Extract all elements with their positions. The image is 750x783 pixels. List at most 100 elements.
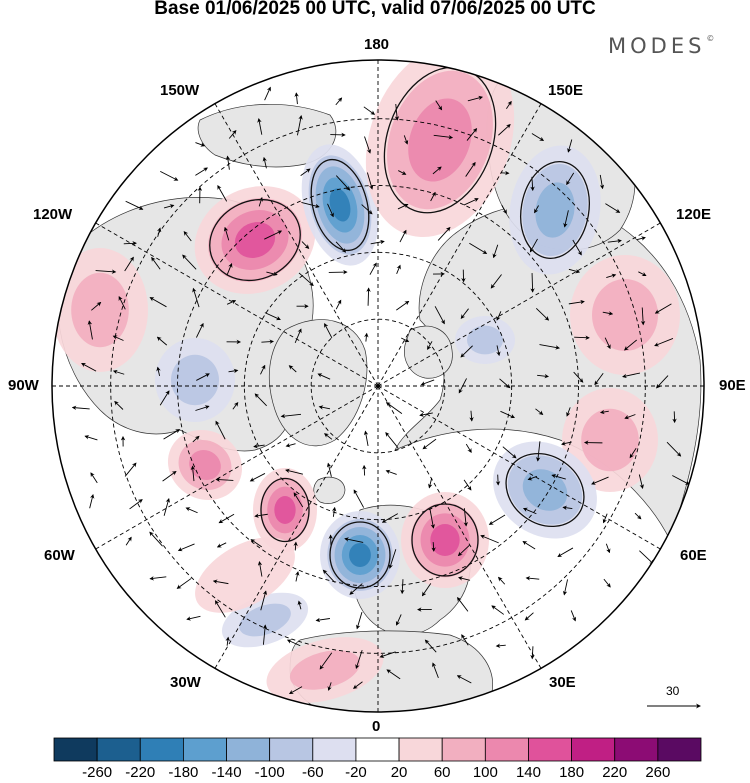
- wind-arrow: [421, 583, 432, 597]
- wind-arrow: [602, 513, 608, 524]
- wind-arrow: [573, 371, 584, 383]
- wind-arrow: [285, 443, 296, 448]
- wind-arrow: [388, 549, 397, 569]
- wind-arrow: [163, 204, 175, 209]
- meridian-line: [377, 103, 542, 387]
- wind-arrow: [570, 610, 577, 622]
- meridian-line: [214, 103, 379, 387]
- meridian-line: [214, 385, 379, 669]
- wind-arrow: [212, 579, 229, 585]
- wind-arrow: [434, 306, 445, 325]
- wind-arrow: [397, 203, 409, 210]
- wind-arrow: [385, 402, 403, 415]
- wind-arrow: [215, 477, 234, 482]
- colorbar-swatch: [398, 737, 443, 762]
- wind-arrow: [264, 86, 271, 101]
- wind-arrow: [149, 297, 167, 308]
- wind-arrow: [331, 506, 337, 517]
- wind-arrow: [225, 636, 230, 646]
- wind-arrow: [195, 142, 206, 147]
- wind-arrow: [123, 241, 137, 246]
- wind-arrow: [297, 600, 302, 610]
- land-iceland: [313, 476, 346, 504]
- wind-arrow: [262, 156, 267, 169]
- wind-arrow: [355, 649, 363, 670]
- wind-arrow: [366, 172, 374, 190]
- wind-arrow: [71, 405, 90, 411]
- wind-arrow: [185, 507, 198, 514]
- contour-pink-30e: [411, 503, 479, 577]
- wind-arrow: [355, 612, 363, 630]
- wind-arrow: [349, 583, 363, 595]
- colorbar-swatch: [96, 737, 141, 762]
- wind-arrow: [163, 498, 171, 516]
- wind-arrow: [183, 231, 192, 242]
- wind-arrow: [566, 172, 575, 186]
- map-title: Base 01/06/2025 00 UTC, valid 07/06/2025…: [154, 0, 596, 19]
- wind-arrow: [572, 239, 582, 256]
- wind-arrow: [315, 617, 330, 623]
- anomaly-pink-atlantic: [195, 537, 295, 613]
- colorbar-swatch: [614, 737, 659, 762]
- wind-arrow: [399, 229, 407, 243]
- wind-arrow: [182, 254, 197, 270]
- wind-arrow: [124, 256, 134, 272]
- wind-arrow: [639, 550, 654, 565]
- wind-arrow: [81, 363, 97, 372]
- wind-arrow: [638, 474, 644, 489]
- anomaly-pink-180-150e: [365, 60, 515, 237]
- wind-arrow: [95, 269, 117, 274]
- wind-arrow: [458, 378, 467, 394]
- wind-arrow: [466, 128, 478, 141]
- contour-blue-60e: [505, 452, 585, 528]
- wind-arrow: [214, 600, 226, 618]
- wind-arrow: [400, 579, 405, 595]
- wind-arrow: [458, 576, 471, 581]
- wind-arrow: [190, 465, 196, 482]
- wind-arrow: [301, 202, 320, 209]
- wind-arrow: [335, 97, 343, 106]
- wind-arrow: [490, 274, 502, 289]
- wind-arrow: [457, 544, 470, 557]
- wind-arrow: [253, 443, 265, 449]
- copyright-mark: ©: [706, 34, 715, 43]
- colorbar-tick-label: -100: [254, 764, 285, 781]
- wind-arrow: [151, 256, 161, 270]
- wind-arrow: [395, 614, 402, 626]
- wind-arrow: [317, 373, 331, 380]
- wind-arrow: [225, 155, 231, 170]
- wind-arrow: [156, 227, 162, 237]
- wind-arrow: [257, 561, 263, 577]
- wind-arrow: [530, 273, 535, 293]
- wind-arrow: [535, 307, 550, 321]
- colorbar-tick-label: 180: [559, 764, 585, 781]
- wind-arrow: [534, 205, 539, 214]
- colorbar-tick-label: 220: [602, 764, 628, 781]
- contour-blue-150e-120e: [520, 160, 590, 260]
- wind-arrow: [293, 492, 304, 508]
- wind-arrow: [568, 299, 585, 305]
- lon-label-90w: 90W: [8, 377, 39, 394]
- wind-arrow: [288, 686, 303, 695]
- wind-arrow: [599, 174, 605, 190]
- wind-arrow: [622, 372, 641, 379]
- wind-arrow: [353, 489, 365, 508]
- wind-arrow: [567, 139, 573, 153]
- wind-arrow: [327, 203, 334, 218]
- wind-arrow: [192, 435, 200, 443]
- wind-arrow: [294, 92, 299, 105]
- wind-arrow: [531, 133, 545, 142]
- wind-arrow: [401, 337, 410, 342]
- wind-arrow: [112, 369, 125, 375]
- anomaly-blue-60e: [493, 441, 597, 539]
- colorbar: [53, 737, 702, 762]
- lon-label-90e: 90E: [719, 377, 746, 394]
- colorbar-swatch: [139, 737, 184, 762]
- wind-arrow: [463, 198, 479, 206]
- wind-arrow: [298, 272, 314, 287]
- wind-arrow: [431, 542, 436, 552]
- wind-arrow: [386, 669, 401, 680]
- colorbar-swatch: [484, 737, 529, 762]
- wind-arrow: [159, 390, 170, 406]
- wind-arrow: [385, 469, 397, 475]
